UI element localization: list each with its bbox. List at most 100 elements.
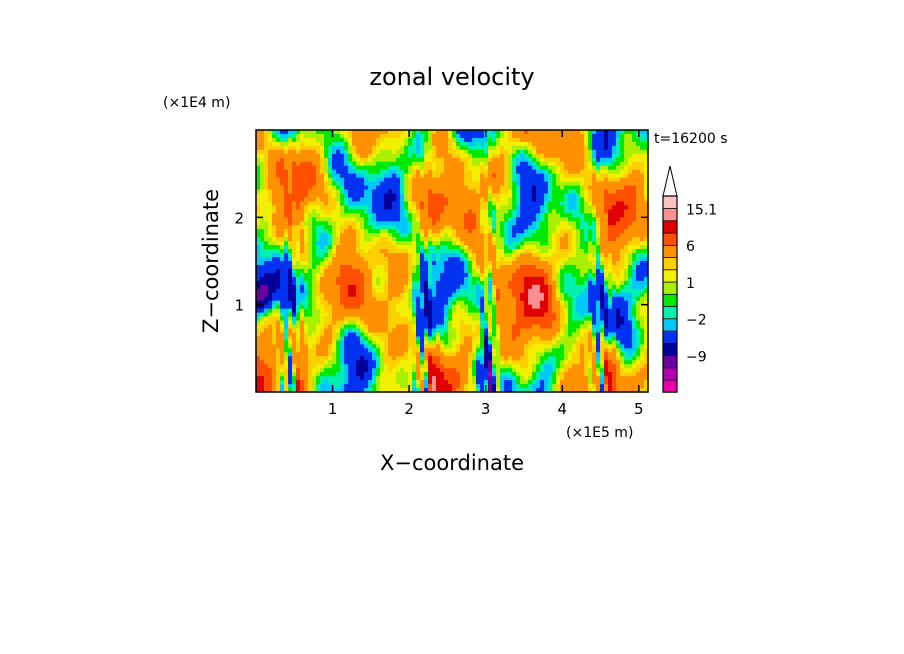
contour-cell [496,253,501,258]
contour-cell [364,153,369,159]
contour-cell [576,268,581,274]
contour-cell [540,201,545,206]
contour-cell [516,130,521,135]
contour-cell [468,268,473,274]
contour-cell [592,249,597,254]
contour-cell [324,145,329,151]
contour-cell [604,320,609,325]
contour-cell [316,261,321,266]
contour-cell [484,189,489,194]
contour-cell [592,185,597,190]
contour-cell [520,133,525,139]
contour-cell [356,221,361,226]
contour-cell [284,177,289,183]
contour-cell [316,213,321,218]
contour-cell [564,137,569,143]
contour-cell [284,292,289,298]
contour-cell [404,296,409,302]
contour-cell [548,229,553,234]
contour-cell [548,241,553,246]
contour-cell [596,193,601,198]
contour-cell [368,229,373,234]
contour-cell [576,245,581,250]
contour-cell [460,268,465,274]
contour-cell [612,257,617,262]
contour-cell [632,193,637,198]
contour-cell [628,229,633,234]
contour-cell [520,213,525,218]
contour-cell [580,249,585,254]
contour-cell [304,213,309,218]
contour-cell [460,296,465,302]
contour-cell [388,237,393,242]
contour-cell [356,141,361,147]
contour-cell [444,304,449,310]
contour-cell [640,165,645,171]
contour-cell [336,257,341,262]
contour-cell [280,133,285,139]
contour-cell [604,193,609,198]
contour-cell [340,145,345,151]
contour-cell [568,312,573,317]
contour-cell [296,308,301,314]
contour-cell [584,217,589,222]
contour-cell [268,141,273,147]
contour-cell [500,145,505,151]
contour-cell [264,193,269,198]
contour-cell [392,165,397,171]
contour-cell [556,253,561,258]
contour-cell [620,284,625,290]
contour-cell [440,308,445,314]
contour-cell [352,288,357,294]
contour-cell [284,253,289,258]
contour-cell [388,149,393,155]
contour-cell [284,288,289,294]
contour-cell [496,261,501,266]
contour-cell [516,249,521,254]
contour-cell [492,280,497,286]
contour-cell [508,217,513,222]
contour-cell [560,229,565,234]
contour-cell [588,320,593,325]
contour-cell [608,209,613,214]
contour-cell [268,205,273,210]
contour-cell [304,233,309,238]
contour-cell [472,233,477,238]
contour-cell [324,137,329,143]
contour-cell [640,153,645,159]
contour-cell [640,149,645,155]
contour-cell [356,320,361,325]
contour-cell [372,165,377,171]
contour-cell [592,268,597,274]
contour-cell [436,264,441,270]
contour-cell [448,300,453,306]
contour-cell [256,253,261,258]
contour-cell [604,209,609,214]
contour-cell [440,328,445,333]
contour-cell [468,312,473,317]
contour-cell [364,300,369,306]
contour-cell [632,316,637,321]
contour-cell [584,161,589,167]
contour-cell [572,185,577,190]
contour-cell [560,153,565,159]
contour-cell [260,185,265,190]
contour-cell [484,205,489,210]
contour-cell [492,165,497,171]
contour-cell [316,276,321,282]
contour-cell [496,213,501,218]
contour-cell [296,213,301,218]
contour-cell [444,292,449,298]
contour-cell [404,257,409,262]
contour-cell [292,165,297,171]
contour-cell [564,257,569,262]
contour-cell [636,149,641,155]
contour-cell [568,141,573,147]
contour-cell [520,161,525,167]
contour-cell [268,137,273,143]
contour-cell [360,145,365,151]
contour-cell [396,280,401,286]
contour-cell [576,312,581,317]
contour-cell [340,173,345,179]
contour-cell [284,272,289,278]
